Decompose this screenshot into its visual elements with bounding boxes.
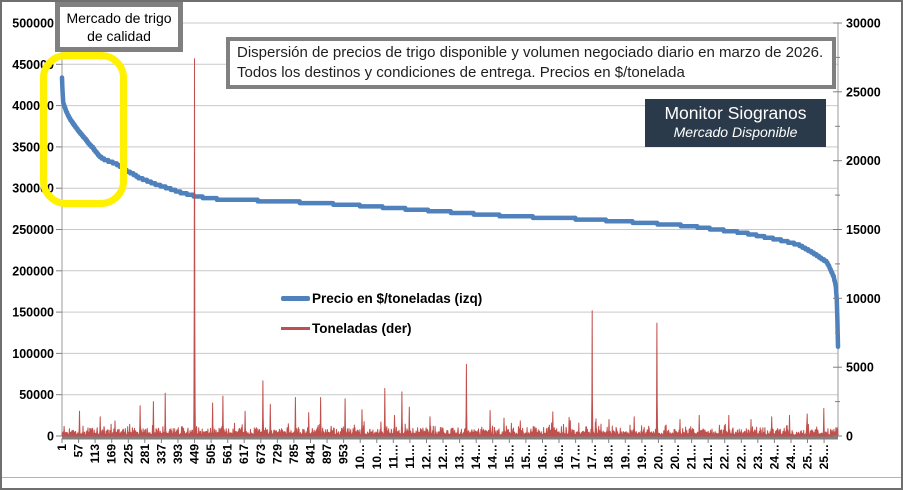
x-axis-tick-label: 505 xyxy=(204,444,218,464)
x-axis-tick-label: 15… xyxy=(519,444,533,469)
x-axis-tick-label: 617 xyxy=(237,444,251,464)
x-axis-tick-label: 841 xyxy=(304,444,318,464)
right-axis-tick-label: 5000 xyxy=(846,361,874,375)
price-series-line xyxy=(59,75,841,350)
x-axis-tick-label: 22… xyxy=(718,444,732,469)
legend-item-price: Precio en $/toneladas (izq) xyxy=(281,283,482,313)
left-axis-tick-label: 250000 xyxy=(12,223,54,237)
x-axis-tick-label: 16… xyxy=(536,444,550,469)
x-axis-tick-label: 21… xyxy=(685,444,699,469)
x-axis-tick-label: 785 xyxy=(287,444,301,464)
legend-item-volume: Toneladas (der) xyxy=(281,313,482,343)
brand-badge: Monitor Siogranos Mercado Disponible xyxy=(645,99,826,147)
left-axis-tick-label: 500000 xyxy=(12,17,54,31)
x-axis-tick-label: 225 xyxy=(121,444,135,464)
right-axis-tick-label: 30000 xyxy=(846,17,881,31)
x-axis-tick-label: 20… xyxy=(651,444,665,469)
left-axis-tick-label: 150000 xyxy=(12,306,54,320)
brand-subtitle: Mercado Disponible xyxy=(673,124,798,140)
x-axis-tick-label: 11… xyxy=(403,444,417,469)
left-axis-tick-label: 200000 xyxy=(12,264,54,278)
x-axis-tick-label: 729 xyxy=(270,444,284,464)
x-axis-tick-label: 19… xyxy=(635,444,649,469)
brand-name: Monitor Siogranos xyxy=(664,103,807,123)
x-axis-tick-label: 25… xyxy=(817,444,831,469)
x-axis-tick-label: 169 xyxy=(105,444,119,464)
x-axis-tick-label: 19… xyxy=(618,444,632,469)
chart-legend: Precio en $/toneladas (izq) Toneladas (d… xyxy=(281,283,482,343)
quality-callout-line2: de calidad xyxy=(87,28,151,44)
x-axis-tick-label: 16… xyxy=(552,444,566,469)
chart-title-box: Dispersión de precios de trigo disponibl… xyxy=(226,37,836,89)
x-axis-tick-label: 12… xyxy=(420,444,434,469)
x-axis-tick-label: 281 xyxy=(138,444,152,464)
x-axis-tick-label: 22… xyxy=(734,444,748,469)
price-series-label: Precio en $/toneladas (izq) xyxy=(312,290,483,306)
x-axis-tick-label: 25… xyxy=(801,444,815,469)
left-axis-tick-label: 100000 xyxy=(12,347,54,361)
x-axis-tick-label: 10… xyxy=(370,444,384,469)
x-axis-tick-label: 449 xyxy=(188,444,202,464)
left-axis-tick-label: 0 xyxy=(47,430,54,444)
left-axis-tick-label: 50000 xyxy=(19,388,54,402)
volume-series-swatch xyxy=(281,326,310,330)
x-axis-tick-label: 673 xyxy=(254,444,268,464)
right-axis-tick-label: 15000 xyxy=(846,223,881,237)
x-axis-tick-label: 17… xyxy=(569,444,583,469)
volume-series-label: Toneladas (der) xyxy=(312,320,412,336)
x-axis-tick-label: 24… xyxy=(784,444,798,469)
x-axis-tick-label: 953 xyxy=(337,444,351,464)
x-axis-tick-label: 113 xyxy=(88,444,102,464)
x-axis-tick-label: 21… xyxy=(701,444,715,469)
x-axis-tick-label: 337 xyxy=(154,444,168,464)
volume-series-line xyxy=(61,58,839,437)
quality-highlight-ring xyxy=(40,52,127,207)
right-axis-tick-label: 0 xyxy=(846,430,853,444)
right-axis-tick-label: 20000 xyxy=(846,154,881,168)
bottom-frame-divider xyxy=(2,477,901,478)
quality-callout-line1: Mercado de trigo xyxy=(66,10,172,26)
x-axis-tick-label: 24… xyxy=(767,444,781,469)
x-axis-tick-label: 13… xyxy=(453,444,467,469)
right-axis-tick-label: 10000 xyxy=(846,292,881,306)
x-axis-tick-label: 20… xyxy=(668,444,682,469)
x-axis-tick-label: 15… xyxy=(502,444,516,469)
x-axis-tick-label: 11… xyxy=(386,444,400,469)
chart-title: Dispersión de precios de trigo disponibl… xyxy=(237,44,824,81)
x-axis-tick-label: 57 xyxy=(72,444,86,458)
x-axis-tick-label: 14… xyxy=(469,444,483,469)
x-axis-tick-label: 12… xyxy=(436,444,450,469)
x-axis-tick-label: 23… xyxy=(751,444,765,469)
x-axis-tick-label: 18… xyxy=(602,444,616,469)
x-axis-tick-label: 897 xyxy=(320,444,334,464)
quality-market-callout: Mercado de trigo de calidad xyxy=(55,2,183,52)
price-series-swatch xyxy=(281,295,310,301)
x-axis-tick-label: 561 xyxy=(221,444,235,464)
x-axis-tick-label: 17… xyxy=(585,444,599,469)
x-axis-tick-label: 14… xyxy=(486,444,500,469)
x-axis-tick-label: 393 xyxy=(171,444,185,464)
x-axis-tick-label: 1 xyxy=(55,444,69,451)
x-axis-tick-label: 10… xyxy=(353,444,367,469)
right-axis-tick-label: 25000 xyxy=(846,85,881,99)
